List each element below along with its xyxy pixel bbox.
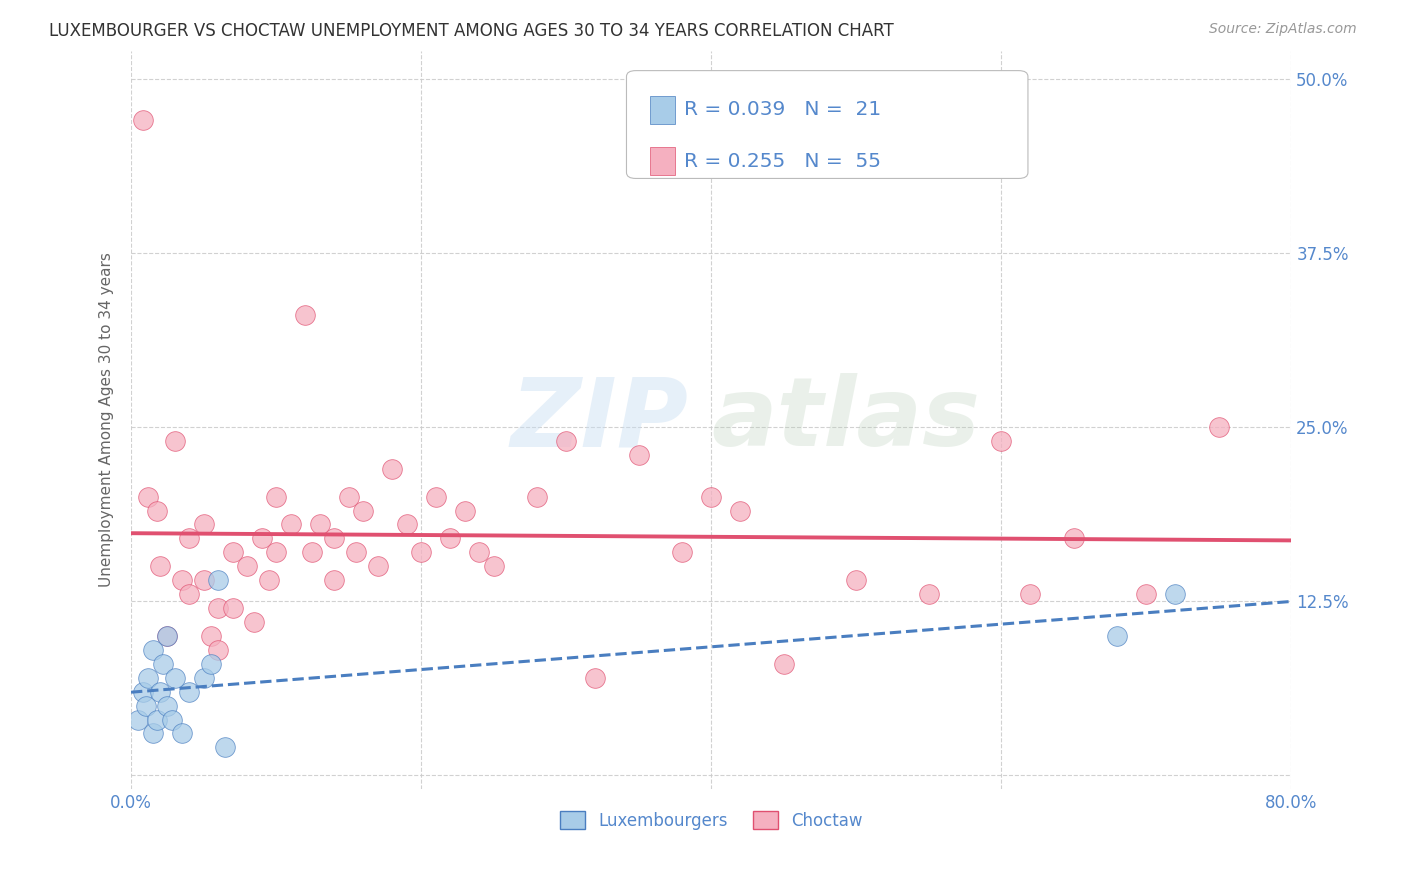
Point <box>583 671 606 685</box>
Point <box>1019 587 1042 601</box>
Point <box>156 698 179 713</box>
Point <box>425 490 447 504</box>
Point <box>170 726 193 740</box>
Point <box>160 713 183 727</box>
Point <box>214 740 236 755</box>
Point <box>200 657 222 671</box>
Point <box>207 643 229 657</box>
Point <box>468 545 491 559</box>
Point <box>555 434 578 448</box>
Point <box>439 532 461 546</box>
Point <box>149 684 172 698</box>
Point <box>257 573 280 587</box>
Point <box>250 532 273 546</box>
Text: Source: ZipAtlas.com: Source: ZipAtlas.com <box>1209 22 1357 37</box>
Point <box>671 545 693 559</box>
Y-axis label: Unemployment Among Ages 30 to 34 years: Unemployment Among Ages 30 to 34 years <box>100 252 114 588</box>
Point <box>772 657 794 671</box>
Point <box>337 490 360 504</box>
Point <box>146 713 169 727</box>
Point <box>367 559 389 574</box>
Point <box>700 490 723 504</box>
Point <box>177 684 200 698</box>
Point <box>1063 532 1085 546</box>
Point <box>152 657 174 671</box>
Text: ZIP: ZIP <box>510 374 688 467</box>
Point <box>200 629 222 643</box>
Point <box>221 545 243 559</box>
Point <box>156 629 179 643</box>
Point <box>323 573 346 587</box>
Text: LUXEMBOURGER VS CHOCTAW UNEMPLOYMENT AMONG AGES 30 TO 34 YEARS CORRELATION CHART: LUXEMBOURGER VS CHOCTAW UNEMPLOYMENT AMO… <box>49 22 894 40</box>
Point <box>1164 587 1187 601</box>
Point <box>1107 629 1129 643</box>
Point <box>131 684 153 698</box>
FancyBboxPatch shape <box>650 95 675 124</box>
Point <box>482 559 505 574</box>
FancyBboxPatch shape <box>627 70 1028 178</box>
Point <box>990 434 1012 448</box>
Point <box>142 643 165 657</box>
Point <box>149 559 172 574</box>
Point <box>236 559 259 574</box>
Point <box>177 587 200 601</box>
Point <box>308 517 330 532</box>
Point <box>146 503 169 517</box>
Point <box>243 615 266 629</box>
Point <box>177 532 200 546</box>
Point <box>127 713 149 727</box>
Legend: Luxembourgers, Choctaw: Luxembourgers, Choctaw <box>553 805 869 837</box>
Point <box>1135 587 1157 601</box>
Point <box>344 545 367 559</box>
Point <box>411 545 433 559</box>
Point <box>264 545 287 559</box>
Point <box>728 503 751 517</box>
Point <box>526 490 548 504</box>
Point <box>918 587 941 601</box>
Text: R = 0.255   N =  55: R = 0.255 N = 55 <box>685 152 882 171</box>
Point <box>301 545 323 559</box>
Point <box>135 698 157 713</box>
Point <box>207 601 229 615</box>
Point <box>138 671 160 685</box>
Point <box>845 573 868 587</box>
Point <box>170 573 193 587</box>
Point <box>221 601 243 615</box>
Point <box>453 503 475 517</box>
Point <box>131 113 153 128</box>
Point <box>156 629 179 643</box>
Point <box>627 448 650 462</box>
Text: atlas: atlas <box>711 374 980 467</box>
Point <box>163 434 186 448</box>
Point <box>294 309 316 323</box>
Point <box>352 503 374 517</box>
Point <box>193 573 215 587</box>
Point <box>207 573 229 587</box>
Point <box>395 517 418 532</box>
FancyBboxPatch shape <box>650 147 675 176</box>
Point <box>138 490 160 504</box>
Point <box>381 461 404 475</box>
Point <box>193 517 215 532</box>
Point <box>163 671 186 685</box>
Point <box>193 671 215 685</box>
Point <box>323 532 346 546</box>
Point <box>142 726 165 740</box>
Point <box>280 517 302 532</box>
Point <box>1208 420 1230 434</box>
Text: R = 0.039   N =  21: R = 0.039 N = 21 <box>685 100 882 120</box>
Point <box>264 490 287 504</box>
